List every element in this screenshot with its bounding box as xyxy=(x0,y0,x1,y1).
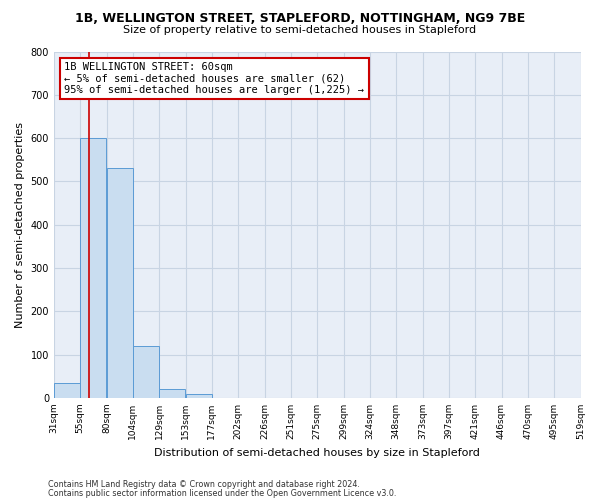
Text: Contains public sector information licensed under the Open Government Licence v3: Contains public sector information licen… xyxy=(48,489,397,498)
Text: Contains HM Land Registry data © Crown copyright and database right 2024.: Contains HM Land Registry data © Crown c… xyxy=(48,480,360,489)
Bar xyxy=(185,394,212,398)
Y-axis label: Number of semi-detached properties: Number of semi-detached properties xyxy=(15,122,25,328)
X-axis label: Distribution of semi-detached houses by size in Stapleford: Distribution of semi-detached houses by … xyxy=(154,448,480,458)
Bar xyxy=(133,346,159,398)
Bar xyxy=(80,138,106,398)
Bar xyxy=(107,168,133,398)
Text: 1B WELLINGTON STREET: 60sqm
← 5% of semi-detached houses are smaller (62)
95% of: 1B WELLINGTON STREET: 60sqm ← 5% of semi… xyxy=(64,62,364,95)
Text: 1B, WELLINGTON STREET, STAPLEFORD, NOTTINGHAM, NG9 7BE: 1B, WELLINGTON STREET, STAPLEFORD, NOTTI… xyxy=(75,12,525,26)
Text: Size of property relative to semi-detached houses in Stapleford: Size of property relative to semi-detach… xyxy=(124,25,476,35)
Bar xyxy=(160,390,185,398)
Bar xyxy=(54,383,80,398)
